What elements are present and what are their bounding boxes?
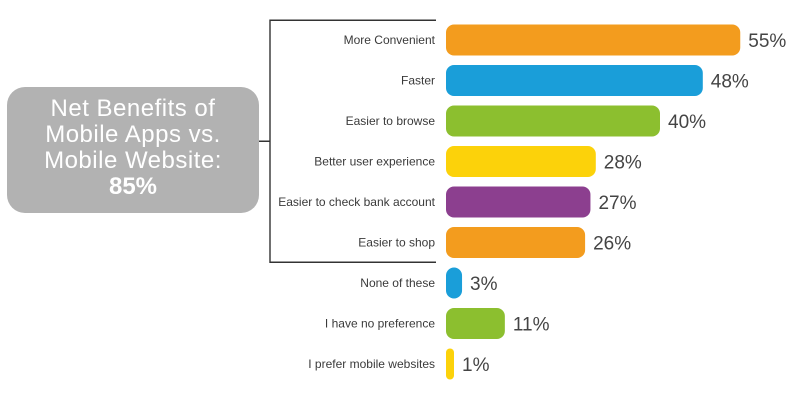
bar-2 (446, 105, 660, 137)
bar-7 (446, 308, 505, 339)
bar-8 (446, 348, 454, 380)
bar-0 (446, 24, 741, 56)
callout-line-3: Mobile Website: (44, 147, 222, 174)
category-label-7: I have no preference (325, 317, 435, 331)
category-label-3: Better user experience (314, 155, 435, 169)
callout-line-1: Net Benefits of (50, 95, 216, 122)
value-label-3: 28% (604, 153, 642, 174)
value-label-2: 40% (668, 112, 706, 133)
bracket-line (259, 19, 436, 263)
bar-3 (446, 146, 596, 177)
value-label-5: 26% (593, 234, 631, 255)
value-label-6: 3% (470, 274, 498, 295)
bar-5 (446, 227, 586, 258)
value-label-0: 55% (748, 31, 786, 52)
bar-1 (446, 65, 703, 96)
category-label-2: Easier to browse (346, 114, 436, 128)
callout-value: 85% (108, 173, 158, 200)
category-label-0: More Convenient (344, 33, 436, 47)
category-label-6: None of these (360, 276, 435, 290)
value-label-8: 1% (462, 355, 490, 376)
bar-6 (446, 267, 463, 299)
category-label-8: I prefer mobile websites (308, 357, 435, 371)
value-label-7: 11% (513, 315, 550, 336)
category-label-4: Easier to check bank account (278, 195, 435, 209)
callout-line-2: Mobile Apps vs. (45, 121, 221, 148)
value-label-4: 27% (598, 193, 636, 214)
category-label-5: Easier to shop (358, 236, 435, 250)
category-label-1: Faster (401, 74, 435, 88)
net-benefits-callout: Net Benefits of Mobile Apps vs. Mobile W… (7, 87, 259, 213)
value-label-1: 48% (711, 72, 749, 93)
bar-4 (446, 186, 591, 218)
